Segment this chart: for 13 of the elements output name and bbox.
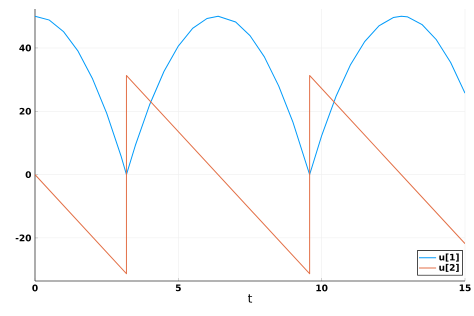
x-axis-title: t <box>248 294 252 303</box>
y-tick-label: 0 <box>26 171 32 178</box>
x-tick-label: 0 <box>32 284 38 292</box>
y-tick-label: -20 <box>16 234 32 242</box>
legend-label: u[2] <box>439 264 459 272</box>
line-series <box>35 74 465 274</box>
x-tick-label: 5 <box>176 284 181 292</box>
line-series <box>35 16 465 176</box>
y-tick-label: 40 <box>19 44 32 52</box>
legend-label: u[1] <box>439 254 459 262</box>
x-tick-label: 10 <box>316 284 328 292</box>
x-tick-label: 15 <box>460 284 471 292</box>
y-tick-label: 20 <box>20 108 32 115</box>
